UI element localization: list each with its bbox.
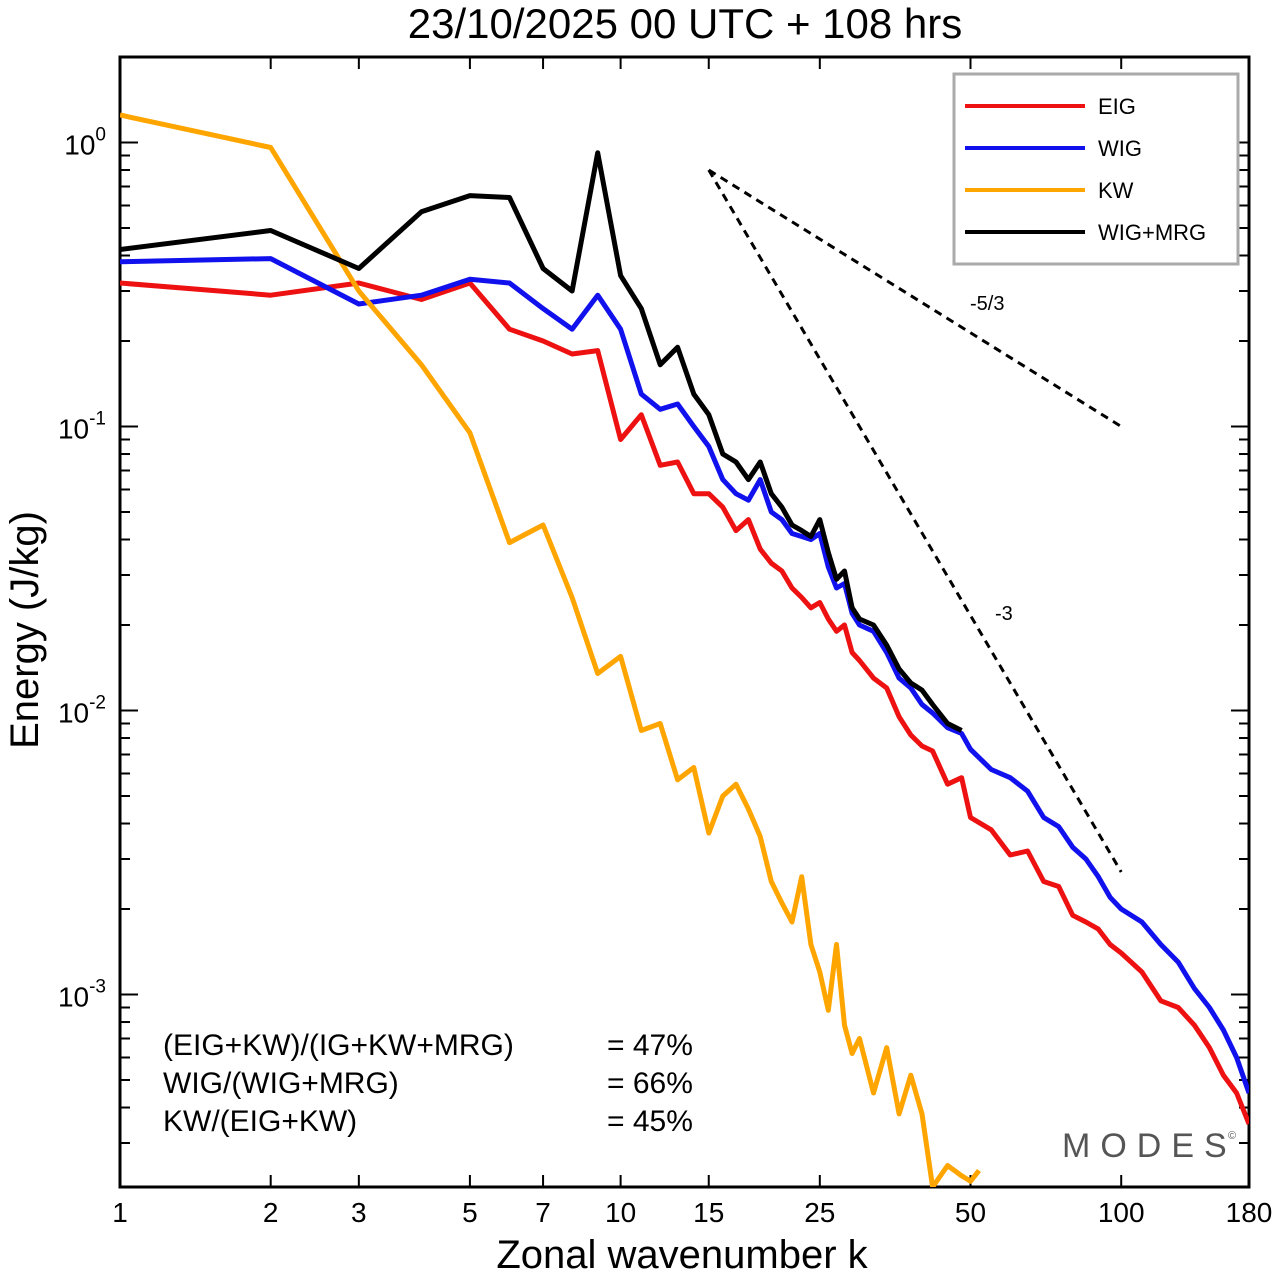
x-tick-labels: 1 2 3 5 7 10 15 25 50 100 180	[112, 1197, 1272, 1228]
legend-label: WIG+MRG	[1098, 220, 1206, 245]
x-tick-label: 10	[605, 1197, 636, 1228]
legend-label: WIG	[1098, 136, 1142, 161]
y-tick-base: 10	[58, 698, 89, 729]
x-tick-label: 50	[955, 1197, 986, 1228]
legend-label: KW	[1098, 178, 1134, 203]
y-tick-exponent: -2	[89, 693, 106, 714]
y-tick-base: 10	[64, 129, 95, 160]
annotation-value: = 45%	[607, 1105, 693, 1138]
series-layer	[120, 112, 1249, 1187]
annotation-value: = 47%	[607, 1029, 693, 1062]
legend-items: EIG WIG KW WIG+MRG	[965, 94, 1206, 245]
ratio-annotations: (EIG+KW)/(IG+KW+MRG) = 47% WIG/(WIG+MRG) = …	[163, 1029, 693, 1138]
x-tick-label: 25	[804, 1197, 835, 1228]
annotation-label: KW/(EIG+KW)	[163, 1105, 357, 1138]
plot-frame	[118, 55, 1251, 1189]
reference-lines: -5/3 -3	[707, 168, 1123, 873]
y-tick-exponent: -1	[89, 408, 106, 429]
annotation-label: (EIG+KW)/(IG+KW+MRG)	[163, 1029, 514, 1062]
y-tick-label: 10-1	[58, 408, 106, 444]
legend: EIG WIG KW WIG+MRG	[952, 72, 1240, 266]
axis-ticks	[119, 56, 1250, 1187]
reference-slope-line	[707, 168, 1123, 428]
series-line-wig-mrg	[120, 150, 963, 733]
reference-slope-label: -3	[995, 603, 1013, 625]
x-tick-label: 7	[535, 1197, 551, 1228]
series-line-eig	[120, 280, 1249, 1125]
y-tick-exponent: 0	[95, 124, 106, 145]
annotation-value: = 66%	[607, 1067, 693, 1100]
modes-logo: MODES	[1062, 1127, 1237, 1165]
y-tick-exponent: -3	[89, 977, 106, 998]
series-line-kw	[120, 112, 981, 1187]
x-tick-label: 1	[112, 1197, 128, 1228]
series-line-wig	[120, 256, 1249, 1094]
x-tick-label: 3	[351, 1197, 367, 1228]
y-tick-label: 10-2	[58, 693, 106, 729]
reference-slope-label: -5/3	[970, 293, 1004, 315]
legend-label: EIG	[1098, 94, 1136, 119]
x-tick-label: 15	[693, 1197, 724, 1228]
copyright-mark: ©	[1228, 1130, 1236, 1142]
y-axis-label: Energy (J/kg)	[3, 511, 47, 749]
x-axis-label: Zonal wavenumber k	[496, 1233, 868, 1277]
y-tick-label: 100	[64, 124, 106, 160]
x-tick-label: 5	[462, 1197, 478, 1228]
x-tick-label: 100	[1098, 1197, 1145, 1228]
x-tick-label: 180	[1226, 1197, 1273, 1228]
reference-slope-line	[707, 169, 1123, 873]
y-tick-base: 10	[58, 982, 89, 1013]
annotation-label: WIG/(WIG+MRG)	[163, 1067, 399, 1100]
y-tick-label: 10-3	[58, 977, 106, 1013]
x-tick-label: 2	[263, 1197, 279, 1228]
chart-title: 23/10/2025 00 UTC + 108 hrs	[408, 0, 963, 47]
y-tick-base: 10	[58, 413, 89, 444]
